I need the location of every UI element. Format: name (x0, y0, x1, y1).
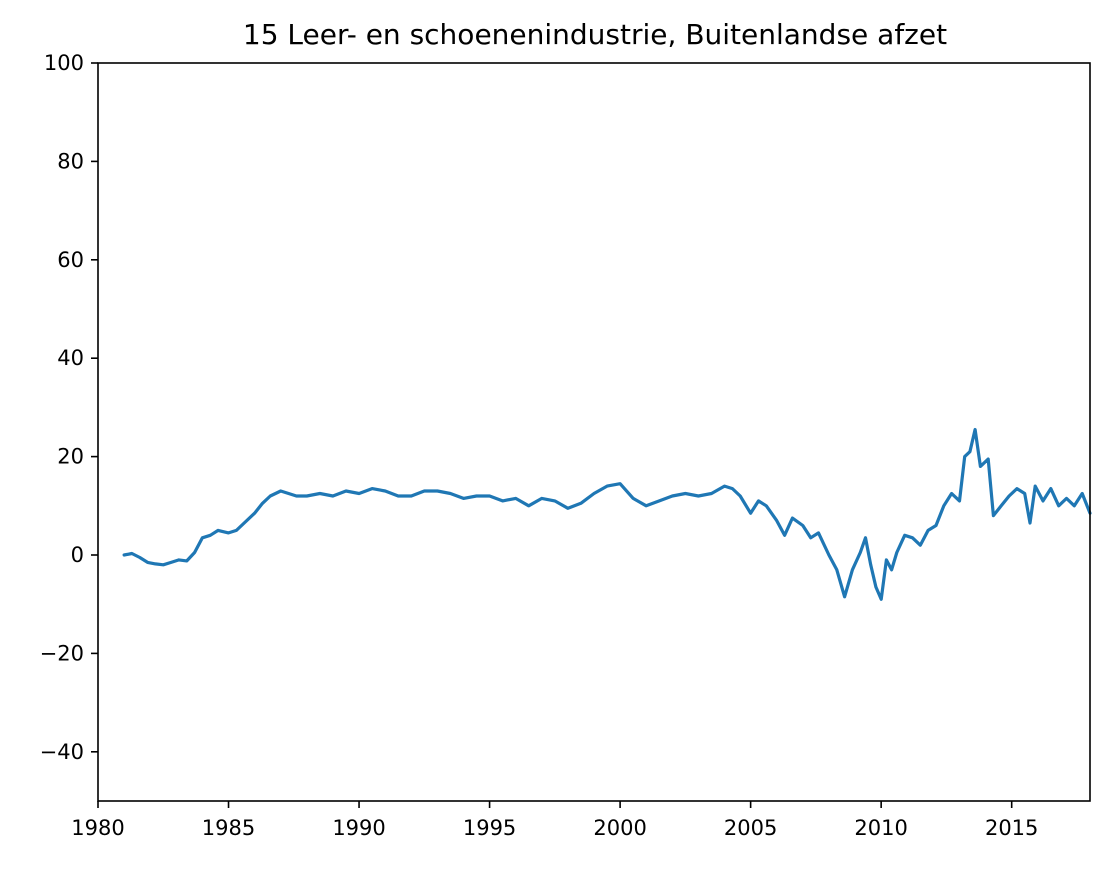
chart-title: 15 Leer- en schoenenindustrie, Buitenlan… (243, 18, 947, 51)
series-group (122, 427, 1092, 601)
y-tick-label: 40 (57, 346, 84, 370)
x-tick-label: 2010 (854, 816, 907, 840)
x-tick-label: 1980 (71, 816, 124, 840)
x-tick-label: 1990 (332, 816, 385, 840)
series-line (122, 427, 1092, 601)
x-tick-label: 2015 (985, 816, 1038, 840)
y-tick-label: 60 (57, 248, 84, 272)
x-tick-label: 1985 (202, 816, 255, 840)
x-tick-label: 2000 (593, 816, 646, 840)
y-tick-label: 100 (44, 51, 84, 75)
y-tick-label: −40 (40, 740, 84, 764)
y-tick-label: 0 (71, 543, 84, 567)
x-tick-label: 2005 (724, 816, 777, 840)
y-tick-label: −20 (40, 641, 84, 665)
y-tick-label: 20 (57, 445, 84, 469)
plot-frame (97, 62, 1091, 802)
x-axis: 1980 1985 1990 1995 2000 2005 2010 2015 (71, 801, 1038, 840)
y-tick-label: 80 (57, 149, 84, 173)
y-axis: −40 −20 0 20 40 60 80 100 (40, 51, 98, 764)
x-tick-label: 1995 (463, 816, 516, 840)
